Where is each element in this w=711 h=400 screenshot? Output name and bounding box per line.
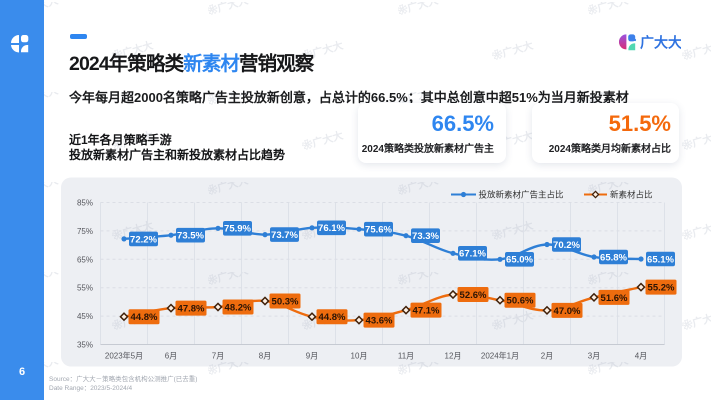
svg-text:72.2%: 72.2% (130, 234, 157, 245)
svg-text:10月: 10月 (351, 352, 368, 361)
svg-text:65.8%: 65.8% (600, 252, 627, 263)
svg-text:50.3%: 50.3% (272, 297, 299, 308)
svg-text:47.1%: 47.1% (413, 306, 440, 317)
svg-text:3月: 3月 (588, 352, 600, 361)
svg-text:75.6%: 75.6% (365, 225, 392, 236)
svg-text:65.0%: 65.0% (506, 255, 533, 266)
svg-text:65.1%: 65.1% (647, 254, 674, 265)
svg-text:4月: 4月 (635, 352, 647, 361)
svg-text:45%: 45% (77, 312, 93, 321)
svg-text:43.6%: 43.6% (366, 316, 393, 327)
svg-text:73.5%: 73.5% (177, 231, 204, 242)
svg-text:55.2%: 55.2% (648, 283, 675, 294)
svg-text:73.3%: 73.3% (412, 231, 439, 242)
svg-text:8月: 8月 (259, 352, 271, 361)
svg-text:新素材占比: 新素材占比 (610, 189, 653, 199)
svg-text:44.8%: 44.8% (319, 312, 346, 323)
svg-text:2月: 2月 (541, 352, 553, 361)
svg-text:75.9%: 75.9% (224, 224, 251, 235)
svg-text:35%: 35% (77, 341, 93, 350)
svg-text:9月: 9月 (306, 352, 318, 361)
svg-text:投放新素材广告主占比: 投放新素材广告主占比 (479, 189, 564, 199)
svg-text:47.0%: 47.0% (554, 306, 581, 317)
svg-text:44.8%: 44.8% (131, 312, 158, 323)
svg-text:51.6%: 51.6% (601, 293, 628, 304)
svg-text:11月: 11月 (398, 352, 414, 361)
svg-text:2023年5月: 2023年5月 (105, 351, 143, 361)
svg-text:75%: 75% (77, 227, 93, 236)
svg-text:73.7%: 73.7% (271, 230, 298, 241)
svg-text:6月: 6月 (165, 352, 177, 361)
svg-text:2024年1月: 2024年1月 (481, 351, 519, 361)
svg-text:65%: 65% (77, 255, 93, 264)
svg-text:70.2%: 70.2% (553, 240, 580, 251)
svg-text:47.8%: 47.8% (178, 304, 205, 315)
svg-text:广大大: 广大大 (640, 35, 681, 51)
svg-text:50.6%: 50.6% (507, 296, 534, 307)
svg-text:76.1%: 76.1% (318, 223, 345, 234)
svg-text:7月: 7月 (212, 352, 224, 361)
svg-text:52.6%: 52.6% (460, 290, 487, 301)
svg-text:55%: 55% (77, 284, 93, 293)
svg-text:85%: 85% (77, 199, 93, 208)
svg-text:67.1%: 67.1% (459, 249, 486, 260)
svg-text:48.2%: 48.2% (225, 303, 252, 314)
svg-text:12月: 12月 (445, 352, 462, 361)
